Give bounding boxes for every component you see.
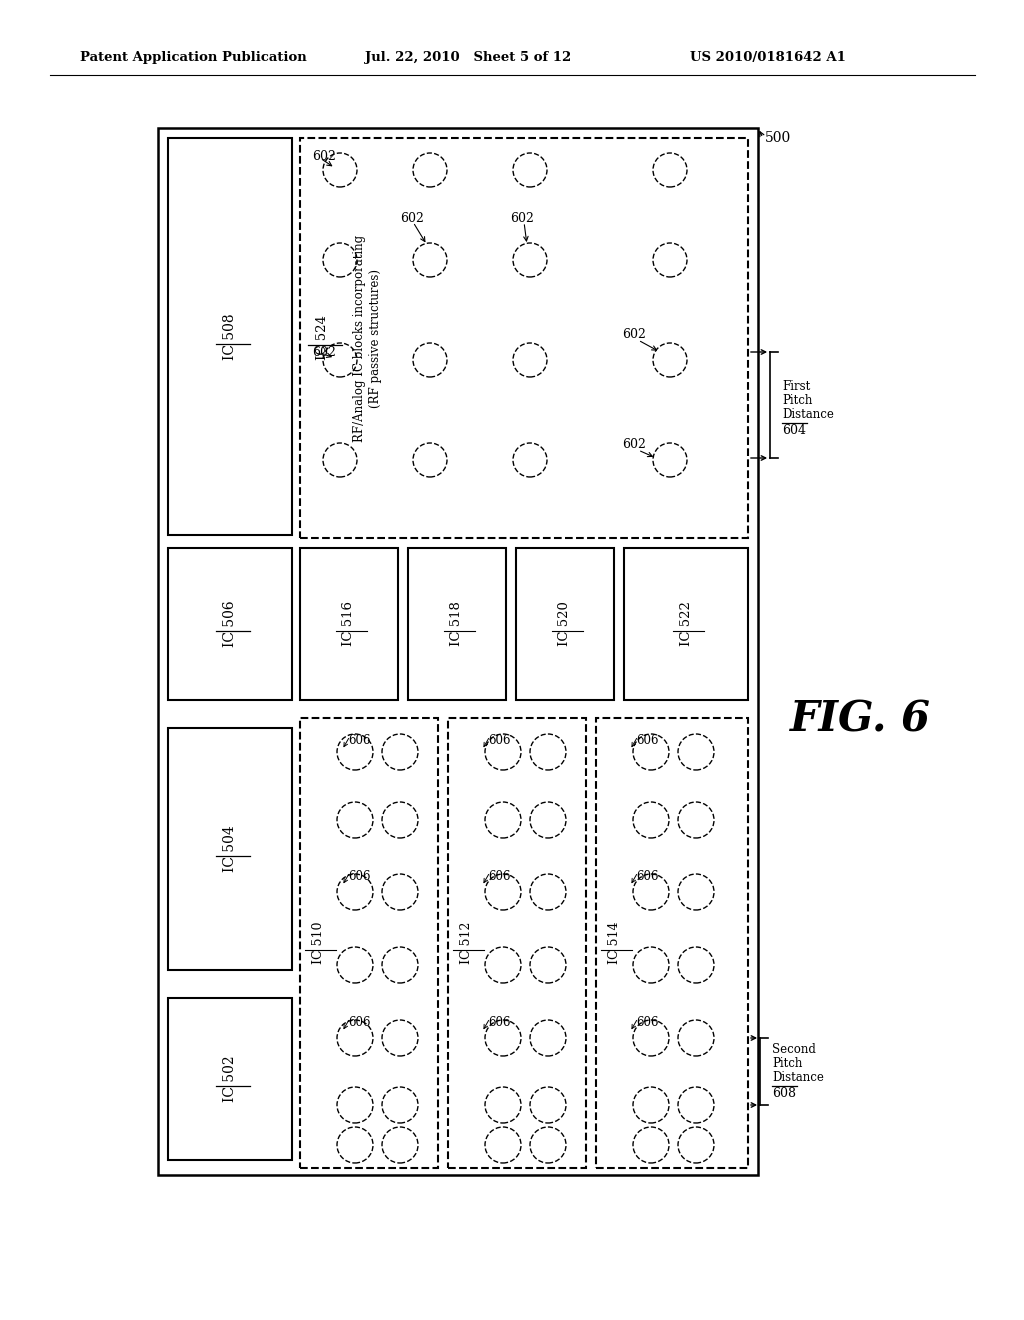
Text: 602: 602: [400, 211, 424, 224]
Text: FIG. 6: FIG. 6: [790, 700, 931, 741]
Text: 606: 606: [488, 734, 511, 747]
Text: Distance: Distance: [772, 1071, 824, 1084]
Text: 606: 606: [488, 1015, 511, 1028]
Bar: [168, 729, 292, 970]
Bar: [408, 548, 506, 700]
Text: Pitch: Pitch: [782, 395, 812, 408]
Bar: [449, 718, 586, 1168]
Text: Distance: Distance: [782, 408, 834, 421]
Text: 606: 606: [636, 1015, 658, 1028]
Text: 606: 606: [636, 734, 658, 747]
Text: Pitch: Pitch: [772, 1057, 803, 1071]
Bar: [300, 718, 438, 1168]
Text: 608: 608: [772, 1086, 796, 1100]
Text: IC 524: IC 524: [315, 315, 329, 360]
Bar: [300, 139, 748, 539]
Text: IC 522: IC 522: [680, 602, 692, 647]
Text: 602: 602: [510, 211, 534, 224]
Text: 604: 604: [782, 425, 806, 437]
Bar: [168, 139, 292, 535]
Text: Jul. 22, 2010   Sheet 5 of 12: Jul. 22, 2010 Sheet 5 of 12: [365, 51, 571, 65]
Text: IC 506: IC 506: [223, 601, 237, 647]
Bar: [596, 718, 748, 1168]
Text: IC 512: IC 512: [460, 921, 472, 964]
Text: 606: 606: [488, 870, 511, 883]
Text: US 2010/0181642 A1: US 2010/0181642 A1: [690, 51, 846, 65]
Text: IC 510: IC 510: [311, 921, 325, 964]
Bar: [158, 128, 758, 1175]
Text: 606: 606: [348, 1015, 371, 1028]
Bar: [168, 548, 292, 700]
Text: Patent Application Publication: Patent Application Publication: [80, 51, 307, 65]
Bar: [516, 548, 614, 700]
Text: IC 520: IC 520: [558, 602, 571, 647]
Text: 606: 606: [348, 734, 371, 747]
Text: 602: 602: [312, 346, 336, 359]
Text: First: First: [782, 380, 810, 393]
Text: RF/Analog IC blocks incorporating: RF/Analog IC blocks incorporating: [353, 235, 367, 442]
Text: 606: 606: [636, 870, 658, 883]
Text: IC 508: IC 508: [223, 313, 237, 360]
Text: 602: 602: [622, 438, 646, 451]
Text: IC 518: IC 518: [451, 602, 464, 647]
Text: IC 514: IC 514: [607, 921, 621, 964]
Text: (RF passive structures): (RF passive structures): [369, 268, 382, 408]
Text: Second: Second: [772, 1043, 816, 1056]
Text: 602: 602: [312, 149, 336, 162]
Text: 500: 500: [765, 131, 792, 145]
Text: 606: 606: [348, 870, 371, 883]
Bar: [624, 548, 748, 700]
Text: IC 502: IC 502: [223, 1056, 237, 1102]
Bar: [300, 548, 398, 700]
Bar: [168, 998, 292, 1160]
Text: IC 516: IC 516: [342, 602, 355, 647]
Text: IC 504: IC 504: [223, 825, 237, 873]
Text: 602: 602: [622, 329, 646, 342]
